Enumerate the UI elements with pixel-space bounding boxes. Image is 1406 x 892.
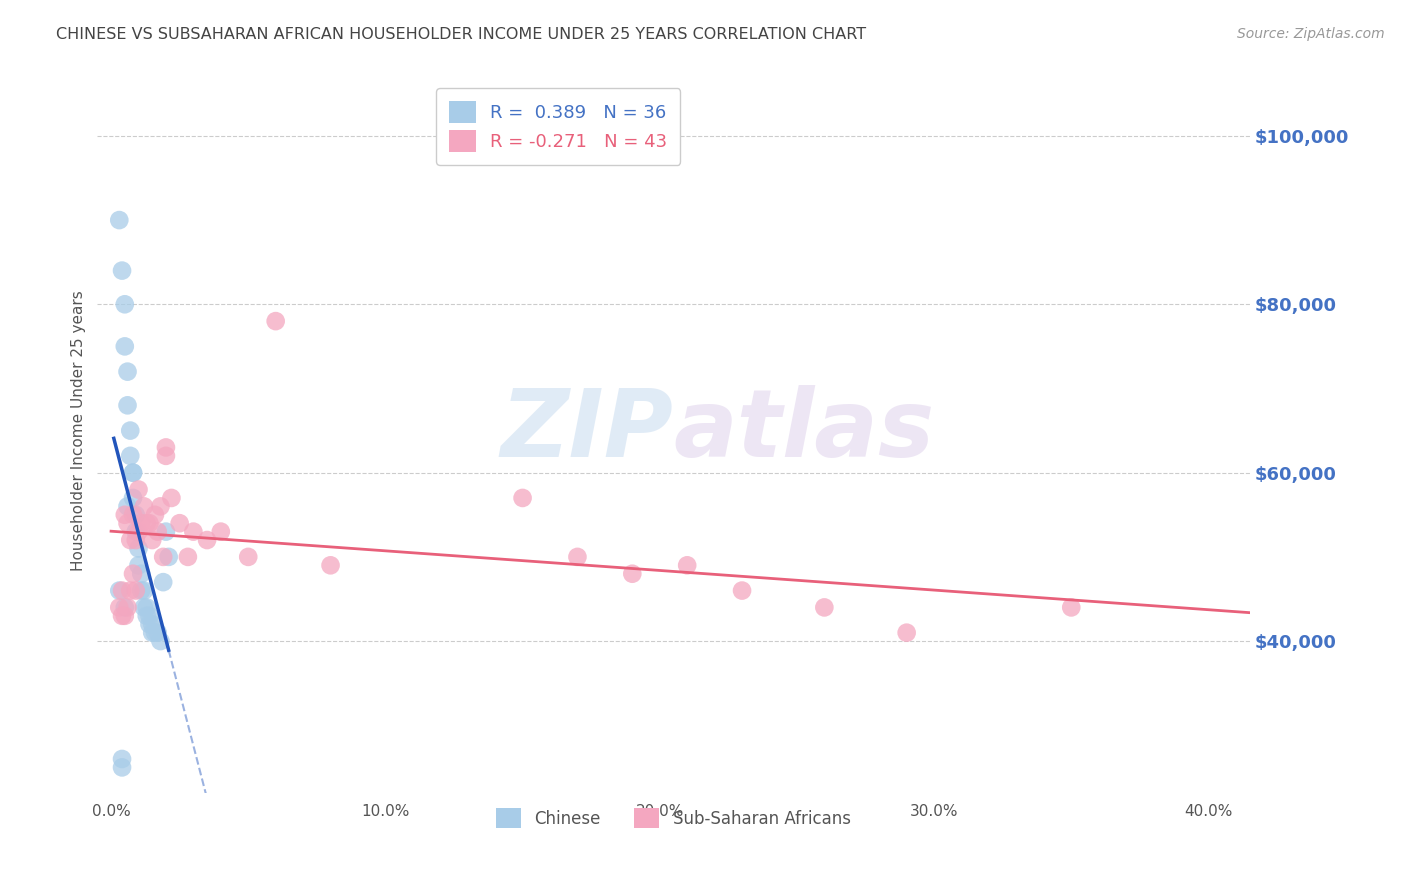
Sub-Saharan Africans xyxy=(111,608,134,623)
Chinese xyxy=(122,466,145,480)
Chinese xyxy=(114,339,136,353)
Sub-Saharan Africans xyxy=(195,533,218,547)
Chinese xyxy=(149,634,172,648)
Sub-Saharan Africans xyxy=(896,625,918,640)
Sub-Saharan Africans xyxy=(621,566,644,581)
Sub-Saharan Africans xyxy=(122,508,145,522)
Chinese xyxy=(108,213,131,227)
Chinese xyxy=(111,760,134,774)
Sub-Saharan Africans xyxy=(160,491,183,505)
Sub-Saharan Africans xyxy=(141,533,163,547)
Sub-Saharan Africans xyxy=(567,549,589,564)
Chinese xyxy=(122,466,145,480)
Chinese xyxy=(129,583,152,598)
Sub-Saharan Africans xyxy=(114,508,136,522)
Sub-Saharan Africans xyxy=(149,500,172,514)
Chinese xyxy=(146,625,169,640)
Sub-Saharan Africans xyxy=(125,583,148,598)
Sub-Saharan Africans xyxy=(169,516,191,531)
Chinese xyxy=(132,583,155,598)
Chinese xyxy=(132,600,155,615)
Chinese xyxy=(114,297,136,311)
Sub-Saharan Africans xyxy=(117,600,139,615)
Sub-Saharan Africans xyxy=(512,491,534,505)
Legend: Chinese, Sub-Saharan Africans: Chinese, Sub-Saharan Africans xyxy=(489,801,858,835)
Sub-Saharan Africans xyxy=(120,583,142,598)
Chinese xyxy=(155,524,177,539)
Chinese xyxy=(129,566,152,581)
Chinese xyxy=(108,583,131,598)
Chinese xyxy=(157,549,180,564)
Text: Source: ZipAtlas.com: Source: ZipAtlas.com xyxy=(1237,27,1385,41)
Chinese xyxy=(135,600,157,615)
Sub-Saharan Africans xyxy=(128,483,150,497)
Text: CHINESE VS SUBSAHARAN AFRICAN HOUSEHOLDER INCOME UNDER 25 YEARS CORRELATION CHAR: CHINESE VS SUBSAHARAN AFRICAN HOUSEHOLDE… xyxy=(56,27,866,42)
Chinese xyxy=(120,449,142,463)
Chinese xyxy=(120,424,142,438)
Sub-Saharan Africans xyxy=(129,516,152,531)
Sub-Saharan Africans xyxy=(155,441,177,455)
Sub-Saharan Africans xyxy=(183,524,205,539)
Sub-Saharan Africans xyxy=(135,516,157,531)
Sub-Saharan Africans xyxy=(813,600,835,615)
Chinese xyxy=(135,608,157,623)
Sub-Saharan Africans xyxy=(676,558,699,573)
Sub-Saharan Africans xyxy=(238,549,260,564)
Sub-Saharan Africans xyxy=(177,549,200,564)
Sub-Saharan Africans xyxy=(132,500,155,514)
Chinese xyxy=(138,608,160,623)
Sub-Saharan Africans xyxy=(264,314,287,328)
Text: ZIP: ZIP xyxy=(501,384,673,476)
Sub-Saharan Africans xyxy=(120,533,142,547)
Chinese xyxy=(141,617,163,632)
Sub-Saharan Africans xyxy=(128,524,150,539)
Chinese xyxy=(125,524,148,539)
Sub-Saharan Africans xyxy=(111,583,134,598)
Chinese xyxy=(111,752,134,766)
Chinese xyxy=(138,617,160,632)
Chinese xyxy=(125,508,148,522)
Sub-Saharan Africans xyxy=(155,449,177,463)
Sub-Saharan Africans xyxy=(125,533,148,547)
Sub-Saharan Africans xyxy=(114,608,136,623)
Sub-Saharan Africans xyxy=(122,566,145,581)
Chinese xyxy=(141,625,163,640)
Sub-Saharan Africans xyxy=(152,549,174,564)
Chinese xyxy=(122,491,145,505)
Chinese xyxy=(128,558,150,573)
Chinese xyxy=(143,625,166,640)
Sub-Saharan Africans xyxy=(146,524,169,539)
Sub-Saharan Africans xyxy=(138,516,160,531)
Chinese xyxy=(117,398,139,412)
Sub-Saharan Africans xyxy=(117,516,139,531)
Chinese xyxy=(152,575,174,590)
Sub-Saharan Africans xyxy=(319,558,342,573)
Sub-Saharan Africans xyxy=(209,524,232,539)
Sub-Saharan Africans xyxy=(1060,600,1083,615)
Sub-Saharan Africans xyxy=(108,600,131,615)
Chinese xyxy=(128,541,150,556)
Chinese xyxy=(117,365,139,379)
Sub-Saharan Africans xyxy=(143,508,166,522)
Sub-Saharan Africans xyxy=(731,583,754,598)
Y-axis label: Householder Income Under 25 years: Householder Income Under 25 years xyxy=(72,290,86,571)
Chinese xyxy=(114,600,136,615)
Chinese xyxy=(117,500,139,514)
Text: atlas: atlas xyxy=(673,384,935,476)
Chinese xyxy=(111,263,134,277)
